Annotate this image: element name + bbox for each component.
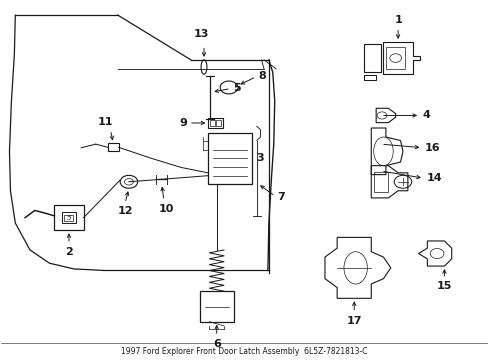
Bar	[54, 205, 83, 230]
Text: 13: 13	[194, 29, 209, 39]
Text: 12: 12	[117, 206, 133, 216]
Text: 3: 3	[256, 153, 264, 163]
Text: 2: 2	[65, 247, 73, 257]
Text: 1997 Ford Explorer Front Door Latch Assembly  6L5Z-7821813-C: 1997 Ford Explorer Front Door Latch Asse…	[121, 347, 367, 356]
Bar	[108, 143, 119, 151]
Text: 8: 8	[258, 71, 265, 81]
Text: 5: 5	[232, 83, 240, 93]
Bar	[216, 120, 221, 126]
Bar	[385, 47, 405, 69]
Text: 9: 9	[179, 118, 186, 128]
Bar	[61, 212, 76, 223]
Text: 4: 4	[422, 111, 429, 121]
Text: 11: 11	[98, 117, 113, 127]
Text: 16: 16	[424, 143, 440, 153]
Bar	[373, 172, 387, 192]
Text: 10: 10	[159, 204, 174, 214]
Text: 5: 5	[66, 215, 71, 221]
Bar	[199, 291, 233, 321]
Text: 14: 14	[426, 173, 441, 183]
Text: 17: 17	[346, 316, 361, 325]
Text: 7: 7	[277, 192, 285, 202]
Text: 6: 6	[212, 339, 220, 349]
Bar	[209, 120, 214, 126]
Bar	[64, 215, 73, 221]
Bar	[207, 134, 251, 184]
Text: 15: 15	[436, 282, 451, 292]
Text: 1: 1	[393, 15, 401, 25]
